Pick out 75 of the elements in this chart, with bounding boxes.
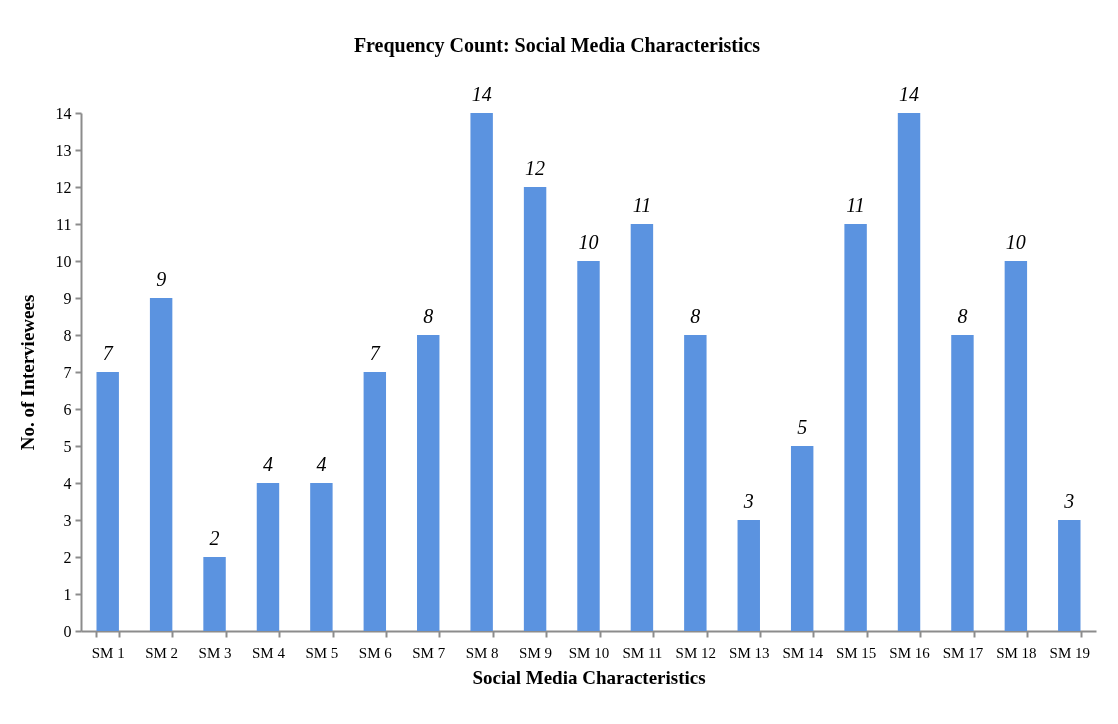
data-label: 11 <box>632 194 652 216</box>
y-tick-label: 1 <box>63 585 72 603</box>
x-tick-label: SM 16 <box>889 644 931 661</box>
bar <box>630 224 654 631</box>
y-tick-label: 6 <box>63 400 72 418</box>
data-label: 4 <box>316 453 327 475</box>
data-label: 7 <box>102 342 114 364</box>
y-tick-label: 8 <box>63 326 72 344</box>
bar <box>363 372 387 631</box>
data-label: 14 <box>471 83 492 105</box>
data-label: 5 <box>797 416 808 438</box>
bar <box>203 557 226 631</box>
bar <box>790 446 814 631</box>
y-tick-label: 10 <box>55 252 72 270</box>
y-tick-label: 9 <box>63 289 72 307</box>
y-tick-label: 5 <box>63 437 72 455</box>
bar <box>96 372 119 631</box>
data-label: 3 <box>742 490 754 512</box>
bar <box>844 224 867 631</box>
data-label: 4 <box>262 453 273 475</box>
x-tick-label: SM 8 <box>465 644 499 661</box>
x-tick-label: SM 13 <box>729 644 770 661</box>
x-tick-label: SM 2 <box>145 644 179 661</box>
y-tick-label: 3 <box>63 511 72 529</box>
x-tick-label: SM 10 <box>568 644 610 661</box>
bar <box>417 335 440 631</box>
y-tick-label: 2 <box>63 548 72 566</box>
chart-title: Frequency Count: Social Media Characteristics <box>353 34 761 57</box>
x-tick-label: SM 1 <box>91 644 125 661</box>
data-label: 14 <box>899 83 920 105</box>
x-axis-title: Social Media Characteristics <box>472 666 706 688</box>
bar <box>1004 261 1028 631</box>
x-tick-label: SM 15 <box>835 644 877 661</box>
y-tick-label: 11 <box>56 215 72 233</box>
data-label: 10 <box>578 231 599 253</box>
y-tick-label: 12 <box>55 178 72 196</box>
x-tick-label: SM 19 <box>1049 644 1091 661</box>
data-label: 9 <box>156 268 167 290</box>
x-tick-label: SM 17 <box>942 644 984 661</box>
data-label: 10 <box>1005 231 1026 253</box>
bar <box>310 483 333 631</box>
data-label: 8 <box>690 305 701 327</box>
x-tick-label: SM 4 <box>252 644 286 661</box>
y-tick-label: 7 <box>63 363 72 381</box>
data-label: 3 <box>1063 490 1075 512</box>
bar <box>737 520 760 631</box>
x-tick-label: SM 14 <box>782 644 824 661</box>
y-tick-label: 0 <box>63 622 72 640</box>
bar <box>684 335 707 631</box>
x-tick-label: SM 18 <box>996 644 1037 661</box>
bar <box>1058 520 1081 631</box>
data-label: 8 <box>423 305 434 327</box>
bar <box>256 483 280 631</box>
bar <box>470 113 493 631</box>
data-label: 11 <box>846 194 865 216</box>
data-label: 2 <box>209 527 220 549</box>
x-tick-label: SM 9 <box>519 644 553 661</box>
bar <box>149 298 173 631</box>
data-label: 7 <box>369 342 381 364</box>
bar <box>951 335 974 631</box>
bar <box>523 187 547 631</box>
data-label: 8 <box>957 305 968 327</box>
x-tick-label: SM 7 <box>412 644 446 661</box>
y-tick-label: 13 <box>55 141 72 159</box>
x-tick-label: SM 3 <box>198 644 232 661</box>
x-tick-label: SM 5 <box>305 644 339 661</box>
y-axis-title: No. of Interviewees <box>16 294 38 451</box>
y-tick-label: 4 <box>63 474 72 492</box>
bar <box>897 113 921 631</box>
x-tick-label: SM 12 <box>675 644 717 661</box>
x-tick-label: SM 6 <box>358 644 393 661</box>
bar <box>577 261 600 631</box>
y-tick-label: 14 <box>55 104 72 122</box>
x-tick-label: SM 11 <box>622 644 663 661</box>
data-label: 12 <box>525 157 546 179</box>
